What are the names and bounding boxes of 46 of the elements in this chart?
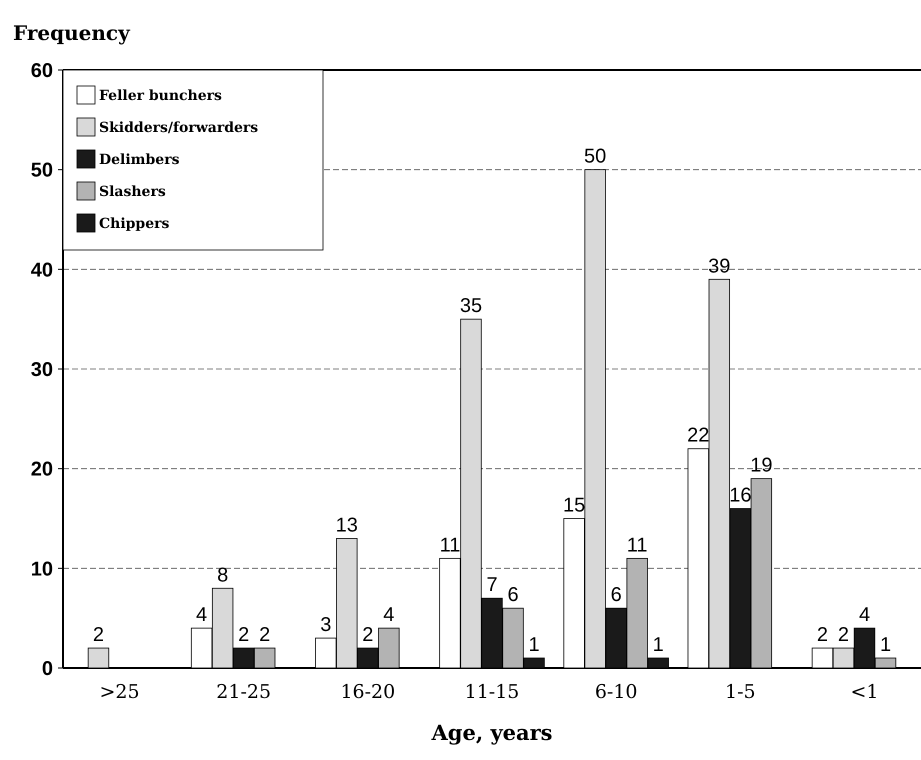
data-label: 35: [460, 295, 482, 318]
data-label: 6: [507, 584, 519, 606]
legend-label: Feller bunchers: [99, 88, 222, 104]
data-label: 2: [238, 624, 250, 646]
data-label: 50: [584, 146, 606, 168]
data-label: 11: [440, 534, 460, 556]
x-tick-label: <1: [850, 681, 879, 703]
x-tick-label: 11-15: [464, 681, 520, 703]
data-label: 8: [217, 564, 228, 586]
y-tick-label: 40: [30, 259, 53, 282]
x-tick-label: 21-25: [216, 681, 272, 703]
x-tick-label: >25: [99, 681, 140, 703]
data-label: 15: [562, 494, 586, 516]
data-label: 4: [383, 604, 394, 626]
data-label: 2: [92, 624, 104, 646]
data-label: 6: [610, 584, 622, 606]
data-label: 2: [816, 624, 828, 646]
data-label: 11: [626, 534, 648, 556]
legend-label: Delimbers: [99, 152, 180, 168]
data-label: 1: [652, 634, 664, 656]
y-tick-label: 30: [30, 359, 53, 381]
data-label: 4: [858, 604, 870, 626]
data-label: 4: [196, 604, 208, 626]
data-label: 2: [838, 624, 850, 646]
x-axis-title: Age, years: [430, 720, 553, 745]
legend-label: Skidders/forwarders: [99, 120, 258, 136]
x-tick-label: 1-5: [725, 681, 756, 703]
y-axis-title: Frequency: [13, 21, 132, 45]
x-tick-label: 6-10: [594, 681, 638, 703]
legend-label: Chippers: [99, 216, 170, 232]
legend-label: Slashers: [99, 184, 166, 200]
data-label: 2: [362, 624, 374, 646]
y-tick-label: 20: [30, 458, 53, 481]
data-label: 1: [528, 634, 540, 656]
y-tick-label: 10: [30, 558, 53, 580]
data-label: 22: [687, 424, 710, 447]
x-tick-label: 16-20: [340, 681, 396, 703]
y-tick-label: 50: [30, 160, 53, 182]
y-tick-label: 0: [42, 658, 53, 680]
y-tick-label: 60: [30, 60, 53, 82]
data-label: 2: [259, 624, 270, 646]
data-label: 7: [486, 574, 498, 596]
data-label: 1: [880, 634, 892, 656]
data-label: 16: [729, 484, 752, 507]
data-label: 3: [320, 614, 332, 636]
data-label: 13: [336, 514, 358, 536]
